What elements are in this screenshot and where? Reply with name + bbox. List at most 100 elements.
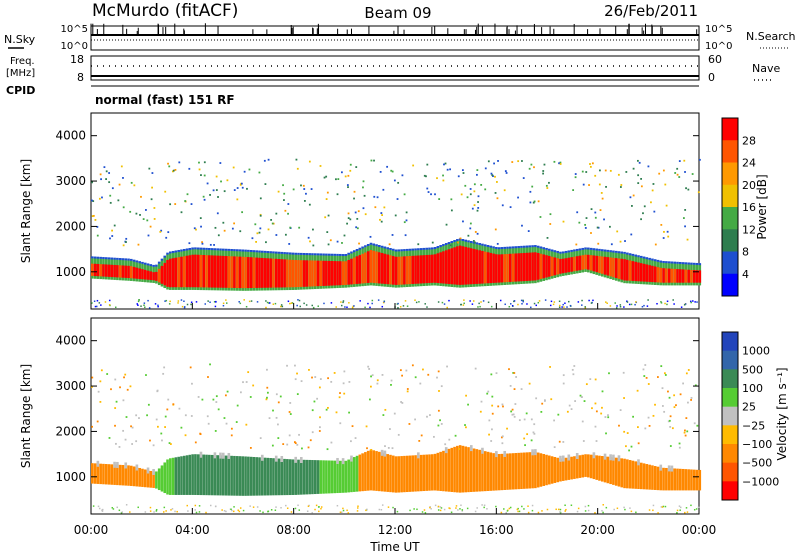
velocity-scatter (277, 423, 279, 426)
power-scatter (108, 181, 111, 184)
power-scatter (267, 158, 270, 161)
velocity-scatter (294, 364, 296, 367)
power-ylabel: Slant Range [km] (19, 159, 33, 263)
velocity-ground-scatter (347, 512, 350, 514)
power-band-top (138, 261, 141, 264)
power-band-core (130, 266, 133, 279)
velocity-scatter (235, 421, 238, 423)
power-scatter (303, 200, 306, 202)
power-band-core (227, 256, 231, 288)
power-band-top (146, 263, 150, 266)
velocity-scatter (122, 429, 125, 432)
power-scatter (667, 235, 670, 238)
power-band-top (375, 244, 378, 247)
velocity-scatter (311, 431, 314, 434)
velocity-scatter (114, 407, 117, 409)
velocity-gray-fleck (199, 451, 203, 458)
power-band-top (238, 249, 242, 252)
velocity-ground-scatter (198, 505, 201, 507)
power-band-top (280, 251, 284, 254)
velocity-gray-fleck (227, 452, 231, 459)
power-ground-scatter (535, 304, 537, 307)
power-band-top (561, 251, 565, 254)
power-band-core (548, 255, 551, 277)
power-scatter (576, 211, 579, 214)
power-band-core (263, 258, 267, 288)
velocity-ground-scatter (429, 506, 431, 508)
power-band-top (130, 258, 133, 261)
velocity-scatter (513, 415, 516, 418)
power-ground-scatter (243, 299, 245, 301)
power-band-core (472, 248, 476, 285)
velocity-scatter (690, 399, 692, 401)
velocity-band (199, 454, 203, 496)
power-ground-scatter (581, 304, 583, 306)
power-ground-scatter (692, 300, 694, 302)
power-scatter (624, 240, 626, 242)
power-ground-scatter (248, 300, 251, 303)
velocity-scatter (245, 381, 248, 383)
velocity-scatter (535, 397, 538, 400)
velocity-scatter (594, 425, 597, 428)
power-band-core (277, 258, 281, 288)
nsky-tick-high: 10^5 (61, 24, 88, 35)
velocity-scatter (467, 403, 469, 406)
velocity-scatter (444, 443, 447, 446)
velocity-xlabel: Time UT (369, 540, 420, 554)
velocity-gray-fleck (531, 449, 534, 456)
power-scatter (469, 193, 472, 196)
power-band-core (681, 269, 685, 283)
power-band-top (631, 253, 635, 256)
velocity-scatter (514, 403, 517, 405)
power-ground-scatter (537, 301, 540, 304)
velocity-band (690, 469, 693, 491)
power-scatter (305, 192, 307, 195)
power-scatter (180, 211, 183, 214)
power-band-core (428, 254, 431, 283)
power-band-top (113, 257, 116, 260)
power-ground-scatter (330, 302, 333, 304)
velocity-scatter (110, 388, 112, 391)
velocity-scatter (622, 371, 625, 374)
power-scatter (217, 196, 219, 198)
power-scatter (265, 241, 267, 244)
power-ground-scatter (183, 306, 186, 309)
velocity-ground-scatter (684, 511, 686, 514)
power-scatter (685, 187, 687, 190)
power-scatter (660, 223, 663, 226)
power-band-top (687, 262, 690, 265)
power-band-top (592, 248, 596, 251)
velocity-scatter (532, 431, 535, 434)
power-ground-scatter (396, 303, 399, 305)
power-scatter (617, 173, 620, 176)
power-scatter (133, 184, 136, 187)
power-scatter (388, 243, 391, 246)
velocity-ground-scatter (365, 509, 367, 512)
power-ground-scatter (562, 303, 564, 306)
velocity-gray-fleck (534, 449, 537, 456)
power-band-core (534, 252, 537, 281)
velocity-scatter (530, 418, 533, 421)
velocity-band (336, 460, 339, 494)
velocity-gray-fleck (260, 454, 264, 461)
velocity-scatter (642, 368, 645, 371)
power-scatter (151, 172, 154, 174)
power-ground-scatter (335, 306, 337, 308)
velocity-scatter (436, 376, 438, 379)
power-scatter (188, 167, 191, 170)
power-scatter (272, 222, 275, 225)
power-scatter (308, 203, 311, 206)
power-band-core (536, 252, 540, 280)
power-scatter (394, 214, 397, 217)
velocity-ground-scatter (424, 512, 427, 514)
velocity-band (124, 465, 128, 486)
velocity-scatter (618, 424, 620, 427)
power-scatter (199, 217, 202, 220)
velocity-band (408, 455, 412, 492)
power-scatter (203, 161, 206, 164)
power-ground-scatter (522, 299, 524, 302)
power-ground-scatter (590, 302, 593, 304)
velocity-scatter (497, 405, 500, 408)
power-band-core (606, 257, 610, 276)
power-scatter (594, 174, 597, 177)
